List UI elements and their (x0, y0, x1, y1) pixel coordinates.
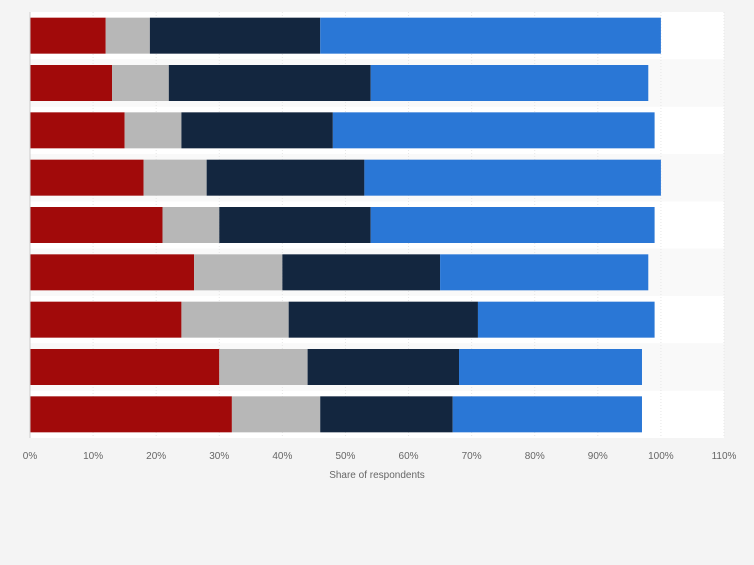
bar-segment (282, 254, 441, 291)
bar-segment (30, 301, 182, 338)
bar-segment (168, 65, 371, 101)
bar-segment (162, 207, 220, 243)
bar-segment (206, 159, 365, 196)
bar-segment (149, 17, 321, 54)
x-tick-label: 90% (588, 451, 608, 462)
bar-segment (112, 65, 169, 101)
bar-segment (105, 17, 150, 54)
x-tick-label: 100% (648, 451, 674, 462)
bar-segment (30, 159, 144, 196)
bar-segment (30, 396, 232, 433)
bar-segment (370, 65, 649, 101)
bar-segment (452, 396, 642, 433)
x-tick-label: 10% (83, 451, 103, 462)
bar-segment (307, 349, 460, 385)
x-tick-label: 110% (712, 451, 737, 462)
x-tick-label: 30% (209, 451, 229, 462)
bar-segment (320, 396, 453, 433)
bar-segment (477, 301, 655, 338)
x-tick-label: 80% (525, 451, 545, 462)
bar-segment (370, 207, 655, 243)
bar-segment (30, 112, 125, 149)
bar-segment (30, 254, 195, 291)
bar-segment (181, 301, 289, 338)
x-tick-label: 60% (399, 451, 419, 462)
bar-segment (332, 112, 655, 149)
x-tick-label: 0% (23, 451, 38, 462)
bar-segment (30, 17, 106, 54)
x-tick-labels: 0% 10% 20% 30% 40% 50% 60% 70% 80% 90% 100% 110% (23, 451, 737, 462)
x-tick-label: 20% (146, 451, 166, 462)
x-tick-label: 50% (335, 451, 355, 462)
bar-segment (194, 254, 283, 291)
bar-segment (219, 207, 371, 243)
bar-segment (30, 207, 163, 243)
x-tick-label: 40% (272, 451, 292, 462)
bar-segment (219, 349, 308, 385)
bars (30, 17, 661, 433)
x-axis-title: Share of respondents (329, 470, 425, 481)
bar-segment (124, 112, 182, 149)
bar-segment (30, 349, 220, 385)
bar-segment (440, 254, 649, 291)
bar-segment (143, 159, 207, 196)
bar-segment (231, 396, 321, 433)
bar-segment (30, 65, 113, 101)
bar-segment (459, 349, 642, 385)
bar-segment (364, 159, 661, 196)
bar-segment (320, 17, 661, 54)
bar-segment (288, 301, 478, 338)
x-tick-label: 70% (462, 451, 482, 462)
bar-segment (181, 112, 333, 149)
